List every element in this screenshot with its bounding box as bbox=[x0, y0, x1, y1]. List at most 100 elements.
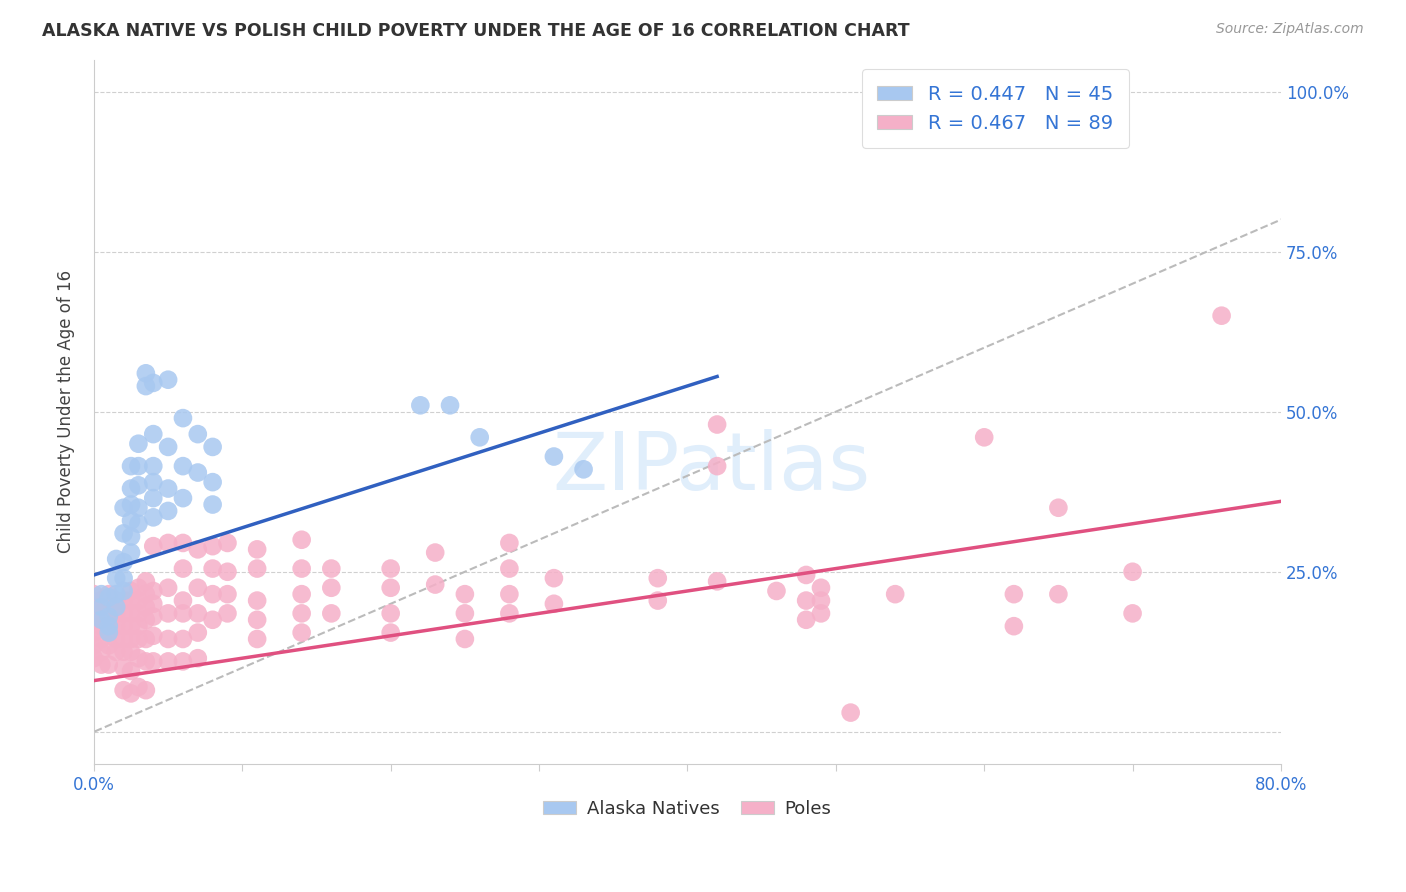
Point bbox=[706, 417, 728, 432]
Point bbox=[157, 440, 180, 454]
Point bbox=[172, 593, 194, 607]
Point bbox=[112, 555, 135, 569]
Point bbox=[112, 571, 135, 585]
Point bbox=[454, 607, 477, 621]
Point bbox=[97, 657, 120, 672]
Point bbox=[105, 593, 128, 607]
Point bbox=[120, 664, 142, 678]
Point bbox=[1047, 500, 1070, 515]
Point bbox=[498, 587, 520, 601]
Point bbox=[90, 599, 112, 614]
Point bbox=[647, 571, 669, 585]
Point bbox=[187, 607, 209, 621]
Point bbox=[187, 651, 209, 665]
Point bbox=[157, 654, 180, 668]
Point bbox=[217, 536, 239, 550]
Point bbox=[120, 482, 142, 496]
Point bbox=[120, 545, 142, 559]
Point bbox=[120, 645, 142, 659]
Point bbox=[157, 482, 180, 496]
Point bbox=[201, 539, 224, 553]
Point bbox=[120, 514, 142, 528]
Point bbox=[112, 584, 135, 599]
Text: ALASKA NATIVE VS POLISH CHILD POVERTY UNDER THE AGE OF 16 CORRELATION CHART: ALASKA NATIVE VS POLISH CHILD POVERTY UN… bbox=[42, 22, 910, 40]
Point bbox=[187, 581, 209, 595]
Point bbox=[127, 516, 149, 531]
Point bbox=[135, 599, 157, 614]
Point bbox=[120, 607, 142, 621]
Point bbox=[810, 607, 832, 621]
Point bbox=[83, 587, 105, 601]
Point bbox=[90, 607, 112, 621]
Point bbox=[157, 504, 180, 518]
Point bbox=[112, 632, 135, 646]
Point bbox=[105, 632, 128, 646]
Point bbox=[647, 593, 669, 607]
Point bbox=[794, 613, 817, 627]
Point bbox=[187, 427, 209, 442]
Point bbox=[142, 539, 165, 553]
Text: Source: ZipAtlas.com: Source: ZipAtlas.com bbox=[1216, 22, 1364, 37]
Point bbox=[112, 645, 135, 659]
Point bbox=[83, 625, 105, 640]
Point bbox=[172, 491, 194, 505]
Point bbox=[246, 593, 269, 607]
Point bbox=[246, 561, 269, 575]
Point bbox=[142, 427, 165, 442]
Point bbox=[97, 591, 120, 605]
Point bbox=[187, 625, 209, 640]
Point bbox=[105, 599, 128, 614]
Point bbox=[127, 478, 149, 492]
Point bbox=[90, 613, 112, 627]
Point bbox=[498, 561, 520, 575]
Point bbox=[127, 619, 149, 633]
Point bbox=[157, 536, 180, 550]
Point bbox=[172, 632, 194, 646]
Point bbox=[90, 593, 112, 607]
Point bbox=[112, 500, 135, 515]
Point bbox=[135, 574, 157, 589]
Point bbox=[321, 607, 343, 621]
Point bbox=[142, 584, 165, 599]
Point bbox=[810, 593, 832, 607]
Point bbox=[498, 536, 520, 550]
Point bbox=[157, 581, 180, 595]
Point bbox=[83, 651, 105, 665]
Point bbox=[765, 584, 787, 599]
Point bbox=[90, 587, 112, 601]
Point bbox=[97, 609, 120, 624]
Point bbox=[112, 526, 135, 541]
Point bbox=[498, 607, 520, 621]
Point bbox=[120, 593, 142, 607]
Point bbox=[105, 552, 128, 566]
Point bbox=[172, 411, 194, 425]
Point bbox=[810, 581, 832, 595]
Point bbox=[380, 581, 402, 595]
Point bbox=[97, 613, 120, 627]
Point bbox=[1002, 619, 1025, 633]
Point bbox=[157, 607, 180, 621]
Point bbox=[172, 459, 194, 474]
Point bbox=[142, 609, 165, 624]
Point bbox=[201, 587, 224, 601]
Point bbox=[543, 597, 565, 611]
Y-axis label: Child Poverty Under the Age of 16: Child Poverty Under the Age of 16 bbox=[58, 270, 75, 553]
Point bbox=[90, 657, 112, 672]
Point bbox=[90, 645, 112, 659]
Point bbox=[201, 475, 224, 490]
Point bbox=[246, 632, 269, 646]
Point bbox=[380, 561, 402, 575]
Point bbox=[201, 440, 224, 454]
Point bbox=[291, 561, 314, 575]
Point bbox=[135, 632, 157, 646]
Point bbox=[1122, 565, 1144, 579]
Point bbox=[127, 651, 149, 665]
Point bbox=[105, 619, 128, 633]
Point bbox=[120, 459, 142, 474]
Point bbox=[83, 613, 105, 627]
Point bbox=[380, 607, 402, 621]
Point bbox=[409, 398, 432, 412]
Point bbox=[142, 376, 165, 390]
Point bbox=[468, 430, 491, 444]
Point bbox=[794, 593, 817, 607]
